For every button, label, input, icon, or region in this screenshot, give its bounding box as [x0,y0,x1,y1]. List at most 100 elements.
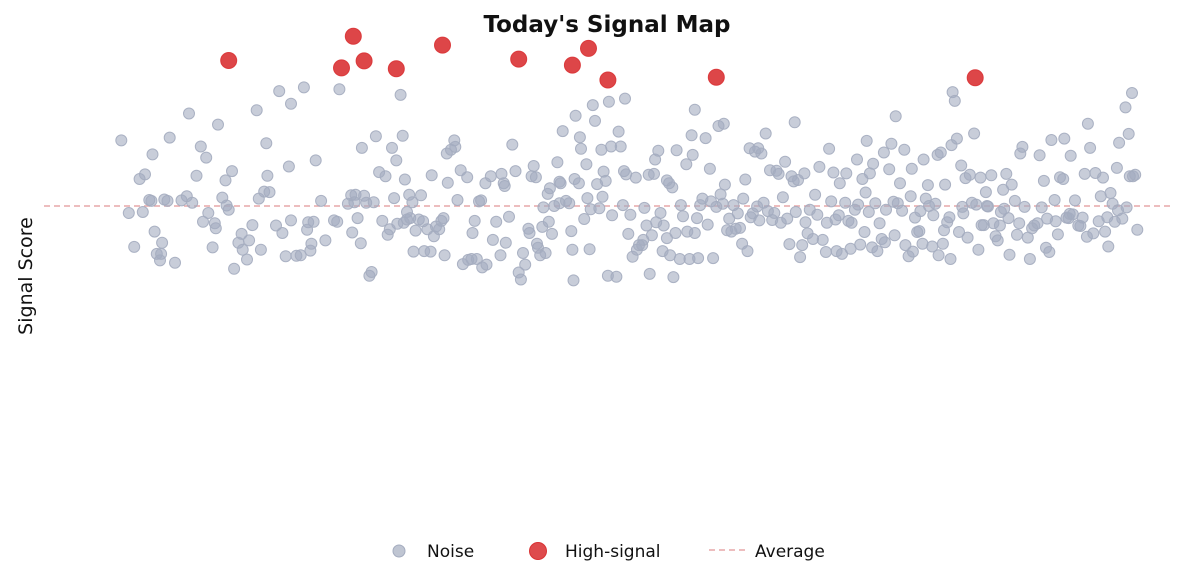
noise-point-330 [860,134,873,147]
noise-point-311 [825,195,838,208]
high-signal-point-6 [510,50,528,68]
noise-point-49 [263,186,276,199]
noise-point-349 [896,204,909,217]
noise-point-288 [776,191,789,204]
noise-point-246 [692,252,705,265]
noise-point-381 [953,226,965,238]
noise-point-21 [186,196,199,209]
noise-point-70 [333,83,346,96]
noise-point-12 [155,247,168,260]
noise-point-197 [602,95,615,108]
noise-point-126 [461,171,474,184]
noise-point-131 [470,253,483,265]
noise-point-59 [297,81,310,94]
noise-point-295 [789,206,802,218]
noise-point-442 [1076,211,1089,224]
noise-point-202 [614,140,627,153]
noise-point-52 [276,227,289,239]
noise-point-29 [209,222,222,235]
noise-point-328 [858,226,871,238]
noise-point-329 [859,186,872,199]
noise-point-38 [235,227,248,240]
noise-point-122 [449,140,462,153]
noise-point-146 [506,138,519,151]
noise-point-297 [794,251,807,264]
high-signal-point-11 [966,69,984,87]
noise-point-430 [1051,228,1064,241]
high-signal-point-10 [707,68,725,86]
noise-point-15 [161,194,174,207]
noise-point-238 [680,158,693,171]
noise-point-322 [845,216,858,229]
noise-point-149 [514,273,527,286]
noise-point-319 [840,167,853,180]
noise-point-392 [974,171,987,184]
noise-point-35 [226,165,238,178]
noise-point-410 [1008,194,1021,207]
noise-point-67 [319,234,332,247]
high-signal-points [220,27,984,89]
noise-point-355 [906,245,919,258]
noise-point-422 [1035,201,1048,214]
noise-point-318 [839,196,852,209]
noise-point-199 [606,209,619,222]
noise-point-177 [567,274,580,287]
noise-point-427 [1045,134,1058,146]
noise-point-207 [622,227,635,240]
noise-point-161 [537,201,550,214]
noise-point-265 [731,207,744,220]
noise-point-384 [957,207,970,220]
noise-point-42 [246,219,259,232]
noise-point-437 [1064,149,1077,162]
noise-point-421 [1033,149,1046,162]
noise-point-250 [701,218,714,231]
noise-point-73 [346,226,359,239]
noise-point-201 [612,125,625,138]
noise-point-138 [486,233,499,246]
noise-point-426 [1043,246,1056,258]
noise-point-25 [200,151,213,164]
noise-point-464 [1122,127,1135,140]
noise-point-65 [309,154,322,167]
noise-point-339 [877,146,890,159]
noise-point-415 [1018,200,1031,213]
noise-point-401 [991,234,1004,247]
noise-point-343 [885,137,898,150]
noise-point-220 [648,167,660,180]
noise-point-290 [781,212,794,225]
noise-point-208 [624,208,637,221]
legend-high-signal-label: High-signal [565,542,661,562]
noise-point-210 [629,171,642,184]
noise-point-312 [827,166,840,179]
noise-point-182 [575,142,587,155]
noise-point-353 [904,190,917,203]
noise-point-382 [955,159,968,172]
noise-point-243 [688,227,701,239]
noise-point-428 [1048,194,1061,206]
noise-point-237 [677,210,689,223]
noise-point-455 [1104,187,1117,199]
noise-point-269 [739,173,752,186]
noise-point-371 [936,237,949,250]
noise-point-150 [517,247,529,259]
noise-point-140 [494,249,507,262]
noise-point-64 [307,215,320,228]
noise-point-468 [1129,168,1142,181]
legend-high-signal-marker [529,542,547,560]
noise-point-174 [563,197,576,210]
noise-point-249 [699,132,712,145]
noise-point-92 [390,154,403,167]
noise-point-36 [228,262,241,275]
noise-point-348 [894,177,906,190]
noise-point-326 [854,238,867,251]
noise-point-102 [406,196,419,209]
noise-point-411 [1011,228,1023,241]
noise-point-144 [499,236,512,249]
noise-point-232 [667,271,680,284]
noise-point-130 [468,214,481,227]
noise-point-242 [686,148,699,161]
noise-point-162 [539,247,552,259]
noise-point-218 [643,267,656,280]
high-signal-point-7 [563,56,581,74]
noise-point-452 [1099,225,1112,238]
